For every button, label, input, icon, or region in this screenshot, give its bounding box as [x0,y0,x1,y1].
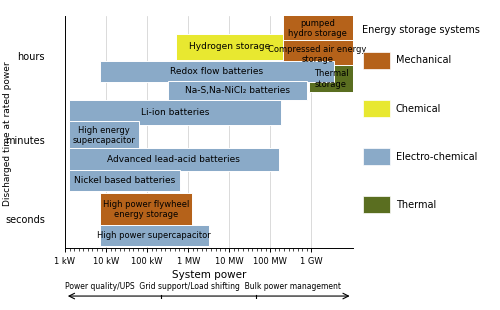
Bar [168,81,308,100]
Text: seconds: seconds [5,215,45,225]
Bar [69,170,180,191]
Text: minutes: minutes [5,136,45,146]
Bar [282,16,352,41]
Bar [69,100,280,125]
Bar [69,121,139,149]
Bar [282,40,352,69]
Text: Li-ion batteries: Li-ion batteries [140,108,209,117]
Text: Compressed air energy
storage: Compressed air energy storage [268,45,367,64]
Text: Energy storage systems: Energy storage systems [362,25,480,35]
Bar [100,61,334,82]
Text: pumped
hydro storage: pumped hydro storage [288,19,347,38]
Text: hours: hours [18,52,45,62]
Text: High power supercapacitor: High power supercapacitor [98,231,211,240]
Bar [100,193,192,226]
Bar [100,225,209,246]
Text: Advanced lead-acid batteries: Advanced lead-acid batteries [108,155,240,164]
X-axis label: System power: System power [172,270,246,280]
Text: Thermal
storage: Thermal storage [314,69,348,89]
Text: Redox flow batteries: Redox flow batteries [170,67,264,76]
Text: Thermal: Thermal [396,200,436,210]
Text: Hydrogen storage: Hydrogen storage [188,42,270,51]
Bar [310,65,352,92]
Text: Electro-chemical: Electro-chemical [396,152,477,162]
Text: Power quality/UPS  Grid support/Load shifting  Bulk power management: Power quality/UPS Grid support/Load shif… [65,282,341,291]
Bar [176,34,282,60]
Text: Mechanical: Mechanical [396,55,451,65]
Text: Nickel based batteries: Nickel based batteries [74,176,175,185]
Text: Discharged time at rated power: Discharged time at rated power [3,61,12,206]
Text: High power flywheel
energy storage: High power flywheel energy storage [103,200,190,219]
Text: High energy
supercapacitor: High energy supercapacitor [72,126,136,145]
Bar [69,148,278,171]
Text: Chemical: Chemical [396,104,442,113]
Text: Na-S,Na-NiCl₂ batteries: Na-S,Na-NiCl₂ batteries [185,86,290,95]
